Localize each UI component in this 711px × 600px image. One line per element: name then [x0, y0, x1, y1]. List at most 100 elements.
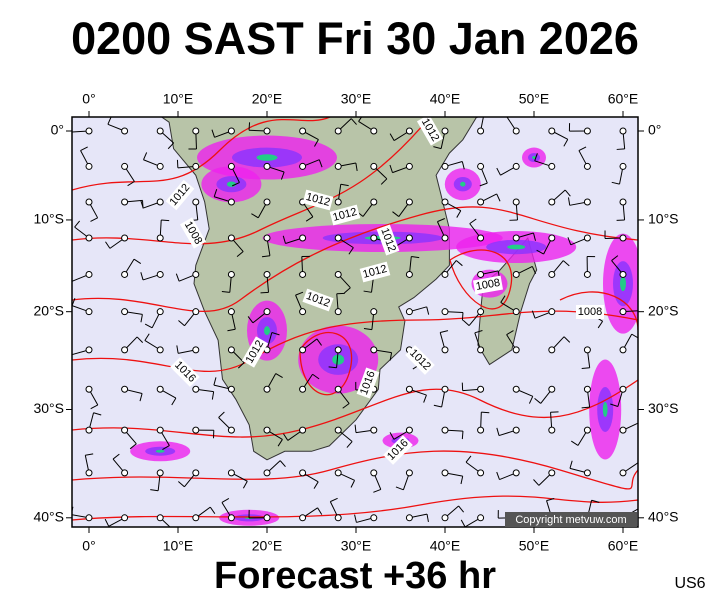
wind-station [548, 198, 556, 206]
lon-label-bottom: 60°E [608, 538, 639, 554]
wind-barb-feather [531, 310, 536, 319]
precip-peak [532, 156, 536, 160]
wind-barb-feather [328, 366, 337, 369]
wind-barb-feather [318, 159, 323, 168]
wind-station [334, 469, 342, 477]
wind-station [334, 426, 342, 434]
wind-station [583, 162, 591, 170]
lon-label-bottom: 50°E [519, 538, 550, 554]
wind-station [192, 127, 200, 135]
precip-peak [226, 181, 236, 187]
wind-station [156, 127, 164, 135]
wind-station [299, 426, 307, 434]
wind-station [370, 426, 378, 434]
lon-label-bottom: 10°E [163, 538, 194, 554]
wind-station [227, 385, 235, 393]
wind-station [512, 346, 520, 354]
wind-station [121, 426, 129, 434]
isobar-label-box [383, 435, 413, 465]
wind-barb-feather [496, 167, 501, 176]
wind-barb-feather [461, 431, 464, 440]
wind-station [619, 127, 627, 135]
wind-barb-feather [363, 290, 372, 293]
wind-barb-feather [346, 441, 353, 448]
wind-barb-feather [500, 295, 506, 303]
isobar [72, 117, 431, 245]
wind-station [405, 514, 413, 522]
wind-barb-feather [85, 453, 94, 456]
wind-barb-feather [150, 489, 159, 492]
lat-label-right: 10°S [648, 211, 679, 227]
wind-station [405, 469, 413, 477]
wind-barb-feather [107, 117, 112, 125]
wind-station [619, 234, 627, 242]
wind-station [619, 198, 627, 206]
wind-barb-feather [314, 139, 319, 147]
isobar-label-box [179, 217, 207, 249]
wind-station [477, 198, 485, 206]
wind-barb-feather [312, 373, 320, 380]
lon-label-bottom: 30°E [341, 538, 372, 554]
wind-station [477, 385, 485, 393]
isobar-label-box [170, 357, 200, 387]
wind-barb-feather [305, 216, 314, 222]
wind-station [121, 198, 129, 206]
wind-barb-feather [80, 146, 88, 151]
wind-station [548, 234, 556, 242]
wind-barb-feather [528, 396, 534, 404]
wind-barb-feather [395, 486, 404, 491]
isobar [72, 117, 331, 191]
isobar [299, 332, 353, 396]
wind-station [263, 469, 271, 477]
lat-label-left: 40°S [33, 508, 64, 524]
wind-barb-feather [437, 218, 445, 223]
wind-station [227, 162, 235, 170]
wind-barb-feather [144, 323, 153, 329]
wind-station [405, 385, 413, 393]
wind-barb-feather [242, 481, 248, 489]
wind-barb-feather [392, 211, 400, 217]
wind-station [405, 127, 413, 135]
wind-barb-feather [178, 481, 185, 488]
wind-station [85, 308, 93, 316]
wind-barb-feather [460, 519, 466, 527]
wind-barb-feather [533, 479, 540, 486]
wind-barb-feather [140, 272, 144, 281]
wind-station [583, 198, 591, 206]
wind-barb-feather [112, 453, 120, 460]
precip-peak [155, 449, 165, 453]
wind-barb-feather [248, 122, 251, 131]
wind-station [512, 270, 520, 278]
wind-barb-feather [93, 412, 102, 416]
wind-station [512, 308, 520, 316]
wind-barb-feather [144, 333, 150, 341]
wind-barb-feather [462, 319, 470, 326]
isobar-label-box [241, 336, 269, 368]
wind-barb-feather [236, 251, 244, 258]
wind-station [370, 514, 378, 522]
isobar-label-box [165, 179, 195, 211]
wind-barb-feather [380, 178, 388, 185]
wind-station [619, 426, 627, 434]
wind-station [334, 198, 342, 206]
wind-station [548, 385, 556, 393]
wind-station [299, 514, 307, 522]
wind-station [121, 469, 129, 477]
wind-station [121, 514, 129, 522]
wind-barb-feather [536, 249, 544, 255]
wind-barb-feather [171, 397, 177, 406]
wind-station [548, 270, 556, 278]
wind-barb-feather [610, 403, 619, 407]
wind-barb-feather [456, 210, 462, 218]
wind-barb-feather [340, 183, 349, 187]
wind-station [263, 234, 271, 242]
lon-label-top: 10°E [163, 91, 194, 107]
lat-label-right: 40°S [648, 508, 679, 524]
isobar [449, 249, 513, 310]
wind-station [512, 234, 520, 242]
copyright-box [505, 512, 637, 527]
isobar-label-box [405, 345, 435, 375]
wind-barb-feather [247, 316, 254, 324]
wind-barb-feather [481, 411, 490, 414]
isobar-label: 1016 [383, 435, 413, 465]
